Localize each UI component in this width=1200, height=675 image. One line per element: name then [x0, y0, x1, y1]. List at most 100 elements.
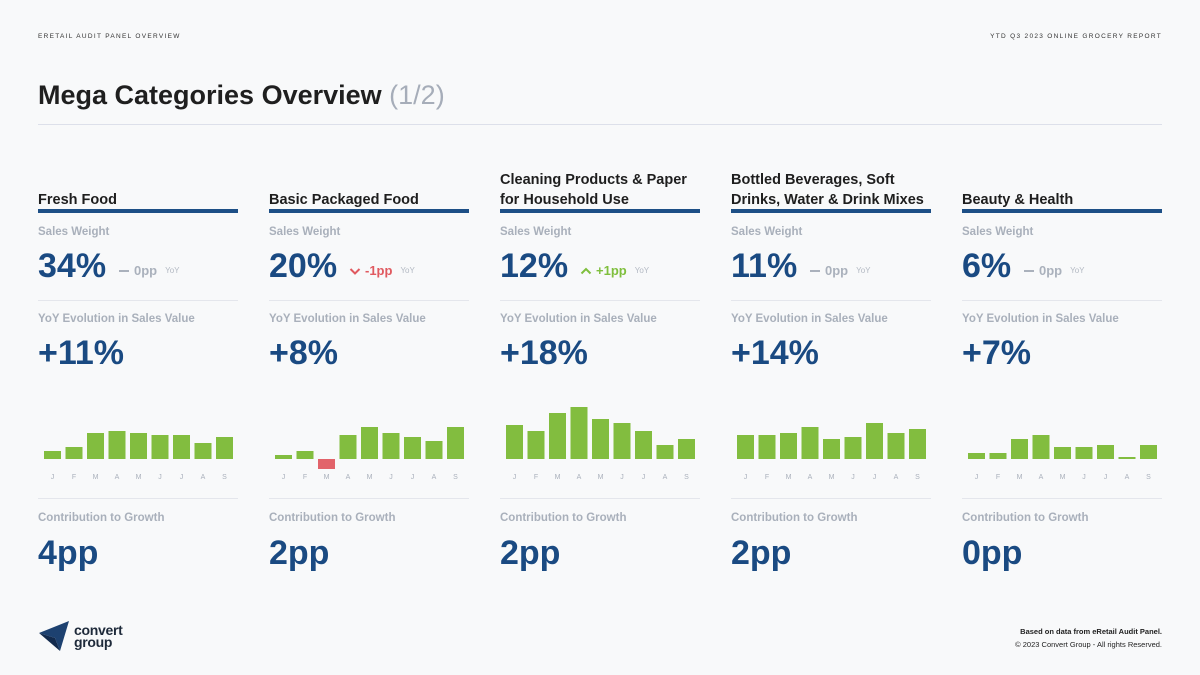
month-tick-label: A	[346, 474, 351, 481]
report-section-label: ERETAIL AUDIT PANEL OVERVIEW	[38, 33, 181, 40]
logo-arrow-icon	[39, 621, 69, 651]
bar-j-0	[737, 435, 754, 459]
month-tick-label: A	[894, 474, 899, 481]
bar-f-1	[65, 447, 83, 459]
month-tick-label: J	[389, 474, 393, 481]
category-card: Beauty & Health Sales Weight 6% 0pp YoY …	[962, 150, 1162, 580]
divider	[38, 300, 238, 301]
bar-m-2	[318, 459, 335, 469]
month-tick-label: J	[411, 474, 415, 481]
category-header-rule	[38, 209, 238, 213]
month-tick-label: S	[684, 474, 689, 481]
month-tick-label: J	[620, 474, 624, 481]
category-card: Bottled Beverages, Soft Drinks, Water & …	[731, 150, 931, 580]
month-tick-label: S	[222, 474, 227, 481]
bar-j-5	[382, 433, 400, 459]
category-card: Cleaning Products & Paper for Household …	[500, 150, 700, 580]
bar-m-4	[592, 419, 609, 459]
month-tick-label: S	[915, 474, 920, 481]
sales-weight-delta: 0pp YoY	[118, 263, 180, 278]
month-tick-label: J	[513, 474, 517, 481]
category-name: Beauty & Health	[962, 192, 1074, 208]
delta-value: 0pp	[1039, 263, 1063, 278]
bar-a-3	[339, 435, 357, 459]
sales-weight-label: Sales Weight	[269, 226, 341, 238]
bar-j-0	[506, 425, 523, 459]
sales-weight-label: Sales Weight	[731, 226, 803, 238]
month-tick-label: A	[115, 474, 120, 481]
delta-value: +1pp	[596, 263, 627, 278]
yoy-evolution-label: YoY Evolution in Sales Value	[731, 313, 888, 325]
contribution-value: 0pp	[962, 534, 1023, 572]
month-tick-label: J	[873, 474, 877, 481]
logo-text-line1: convert	[74, 622, 123, 638]
divider	[269, 300, 469, 301]
category-header-rule	[500, 209, 700, 213]
category-header: Basic Packaged Food	[269, 150, 469, 210]
contribution-label: Contribution to Growth	[38, 512, 165, 524]
month-tick-label: M	[1017, 474, 1023, 481]
category-name: Fresh Food	[38, 192, 117, 208]
delta-yoy-tag: YoY	[634, 266, 650, 275]
sales-weight-delta: -1pp YoY	[349, 263, 415, 278]
report-title-label: YTD Q3 2023 ONLINE GROCERY REPORT	[990, 33, 1162, 40]
month-tick-label: M	[136, 474, 142, 481]
bar-a-3	[570, 407, 588, 459]
bar-j-5	[151, 435, 169, 459]
logo-text-line2: group	[74, 634, 113, 650]
divider	[269, 498, 469, 499]
copyright-note: © 2023 Convert Group - All rights Reserv…	[1015, 640, 1162, 649]
month-tick-label: J	[744, 474, 748, 481]
category-header: Fresh Food	[38, 150, 238, 210]
bar-j-6	[635, 431, 652, 459]
source-note: Based on data from eRetail Audit Panel.	[1020, 627, 1162, 636]
chevron-up-icon	[580, 266, 592, 276]
month-tick-label: A	[1039, 474, 1044, 481]
yoy-evolution-label: YoY Evolution in Sales Value	[38, 313, 195, 325]
bar-a-7	[425, 441, 443, 459]
bar-f-1	[758, 435, 776, 459]
bar-j-6	[866, 423, 883, 459]
category-name: Cleaning Products & Paper for Household …	[500, 172, 687, 208]
month-tick-label: J	[1104, 474, 1108, 481]
month-tick-label: J	[642, 474, 646, 481]
month-tick-label: S	[1146, 474, 1151, 481]
month-tick-label: M	[555, 474, 561, 481]
month-tick-label: M	[598, 474, 604, 481]
yoy-evolution-label: YoY Evolution in Sales Value	[962, 313, 1119, 325]
page-title-main: Mega Categories Overview	[38, 80, 382, 110]
month-tick-label: A	[1125, 474, 1130, 481]
contribution-value: 2pp	[269, 534, 330, 572]
sales-weight-delta: 0pp YoY	[1023, 263, 1085, 278]
bar-j-6	[1097, 445, 1114, 459]
divider	[962, 300, 1162, 301]
month-tick-label: A	[432, 474, 437, 481]
sales-weight-label: Sales Weight	[500, 226, 572, 238]
yoy-evolution-label: YoY Evolution in Sales Value	[269, 313, 426, 325]
month-tick-label: M	[1060, 474, 1066, 481]
divider	[962, 498, 1162, 499]
bar-a-3	[108, 431, 126, 459]
divider	[500, 300, 700, 301]
month-tick-label: M	[324, 474, 330, 481]
sales-weight-delta: 0pp YoY	[809, 263, 871, 278]
bar-a-7	[1118, 457, 1136, 459]
divider	[500, 498, 700, 499]
bar-m-4	[1054, 447, 1071, 459]
category-header: Beauty & Health	[962, 150, 1162, 210]
delta-yoy-tag: YoY	[400, 266, 415, 275]
yoy-evolution-value: +14%	[731, 334, 819, 372]
contribution-label: Contribution to Growth	[731, 512, 858, 524]
delta-yoy-tag: YoY	[1070, 266, 1085, 275]
category-header: Cleaning Products & Paper for Household …	[500, 150, 700, 210]
month-tick-label: M	[786, 474, 792, 481]
month-tick-label: J	[975, 474, 979, 481]
bar-m-4	[130, 433, 147, 459]
title-divider	[38, 124, 1162, 125]
bar-j-0	[44, 451, 61, 459]
contribution-value: 4pp	[38, 534, 99, 572]
month-tick-label: A	[808, 474, 813, 481]
